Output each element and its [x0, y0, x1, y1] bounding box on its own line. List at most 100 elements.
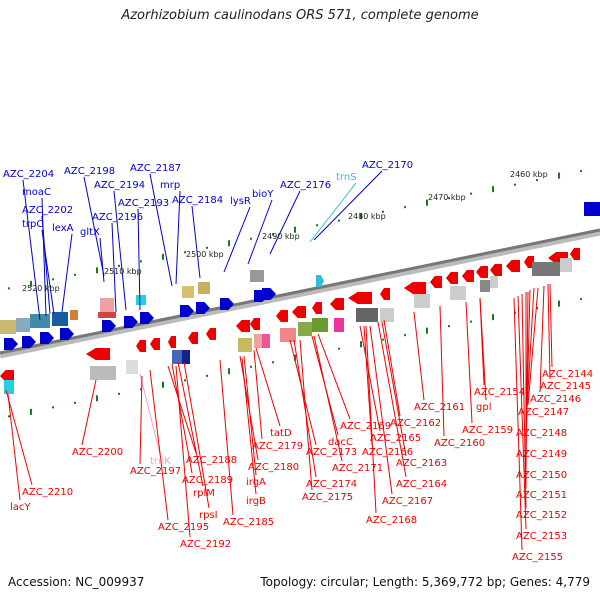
gene-label-bottom: AZC_2159 — [462, 425, 513, 436]
label-leader — [465, 301, 473, 424]
reverse-gene-arrow — [168, 336, 176, 348]
label-leader — [83, 176, 105, 277]
label-leader — [81, 379, 97, 446]
reverse-gene-arrow — [150, 338, 160, 350]
label-leader — [61, 233, 73, 313]
gene-label-bottom: AZC_2192 — [180, 539, 231, 550]
gene-label-top: AZC_2176 — [280, 180, 331, 191]
domain-box — [182, 350, 190, 364]
forward-gene-arrow — [140, 312, 154, 324]
label-leader — [517, 295, 527, 530]
ruler-tick-labels: 2460 kbp 2470 kbp 2480 kbp 2490 kbp 2500 kbp… — [22, 170, 548, 293]
gene-label-bottom: AZC_2162 — [390, 418, 441, 429]
domain-box — [356, 308, 378, 322]
gene-label-bottom: AZC_2197 — [130, 466, 181, 477]
ruler-tick-upper — [492, 186, 494, 193]
gene-label-bottom: AZC_2166 — [362, 447, 413, 458]
label-leader — [527, 287, 539, 406]
reverse-gene-arrow — [430, 276, 442, 288]
ruler-dot-lower — [250, 365, 252, 368]
gene-label-bottom: AZC_2164 — [396, 479, 447, 490]
gene-label-top: AZC_2198 — [64, 166, 115, 177]
gene-label-bottom: AZC_2175 — [302, 492, 353, 503]
label-leader — [171, 363, 193, 474]
label-leader — [99, 237, 105, 283]
reverse-gene-arrow — [506, 260, 520, 272]
forward-gene-arrow — [196, 302, 210, 314]
label-leader — [113, 190, 127, 311]
domain-box — [450, 286, 466, 300]
domain-box — [52, 312, 68, 326]
label-leader-lines — [5, 170, 553, 551]
ruler-dot-upper — [382, 210, 384, 213]
ruler-tick-upper — [162, 253, 164, 260]
ruler-tick-upper — [426, 199, 428, 206]
ruler-dot-upper — [74, 273, 76, 276]
gene-label-bottom: AZC_2163 — [396, 458, 447, 469]
label-leader — [149, 369, 169, 521]
ruler-dot-lower — [580, 298, 582, 301]
reverse-gene-arrow — [86, 348, 110, 360]
reverse-gene-arrow — [312, 302, 322, 314]
label-leader — [413, 311, 425, 401]
forward-gene-arrow — [124, 316, 138, 328]
ruler-tick-upper — [294, 226, 296, 233]
reverse-gene-arrow — [136, 340, 146, 352]
domain-box — [70, 310, 78, 320]
gene-label-bottom: rplM — [193, 488, 215, 499]
label-leader — [363, 325, 373, 446]
ruler-tick-upper — [558, 172, 560, 179]
ruler-dot-lower — [272, 361, 274, 364]
forward-gene-arrow — [180, 305, 194, 317]
ruler-tick-upper — [30, 280, 32, 287]
domain-box — [90, 366, 116, 380]
label-leader — [175, 190, 181, 285]
gene-label-bottom: AZC_2155 — [512, 552, 563, 563]
label-leader — [381, 321, 407, 457]
label-leader — [359, 325, 381, 432]
gene-label-bottom: AZC_2148 — [516, 428, 567, 439]
label-leader — [183, 361, 210, 509]
gene-label-top: AZC_2194 — [94, 180, 145, 191]
ruler-dot-upper — [448, 197, 450, 200]
label-leader — [539, 285, 545, 393]
gene-label-bottom: tatD — [270, 428, 292, 439]
ruler-dot-upper — [404, 206, 406, 209]
domain-box — [16, 318, 30, 332]
domain-box — [480, 280, 490, 292]
ruler-dot-lower — [206, 374, 208, 377]
reverse-gene-arrow — [236, 320, 250, 332]
gene-label-bottom: AZC_2188 — [186, 455, 237, 466]
domain-box — [0, 320, 16, 334]
label-leader — [137, 208, 141, 311]
reverse-gene-arrow — [276, 310, 288, 322]
ruler-dot-upper — [118, 264, 120, 267]
label-leader — [167, 365, 197, 454]
rna-gene-block — [136, 295, 146, 305]
reverse-gene-arrow — [570, 248, 580, 260]
domain-box — [280, 328, 296, 342]
gene-labels: AZC_2204 moaC AZC_2202 trpC lexA AZC_2198 gltX… — [3, 160, 593, 563]
reverse-gene-arrow — [348, 292, 372, 304]
label-leader — [111, 222, 117, 313]
ruler-tick-label: 2520 kbp — [22, 284, 60, 293]
gene-label-bottom: irgA — [246, 477, 266, 488]
gene-label-top: mrp — [160, 180, 180, 191]
label-leader — [139, 375, 143, 465]
ruler-tick-label: 2460 kbp — [510, 170, 548, 179]
reverse-gene-arrow — [524, 256, 534, 268]
label-leader — [253, 349, 263, 440]
gene-label-top: trpC — [22, 219, 43, 230]
gene-label-bottom: AZC_2149 — [516, 449, 567, 460]
label-leader — [223, 206, 251, 273]
ruler-dot-upper — [272, 233, 274, 236]
ruler-dot-lower — [536, 307, 538, 310]
label-leader — [241, 357, 257, 495]
gene-label-top: AZC_2202 — [22, 205, 73, 216]
forward-gene-arrow — [40, 332, 54, 344]
domain-box — [380, 308, 394, 322]
label-leader — [313, 335, 343, 462]
gene-label-bottom: irgB — [246, 496, 266, 507]
gene-label-bottom: gpl — [476, 402, 491, 413]
gene-label-bottom: AZC_2150 — [516, 470, 567, 481]
